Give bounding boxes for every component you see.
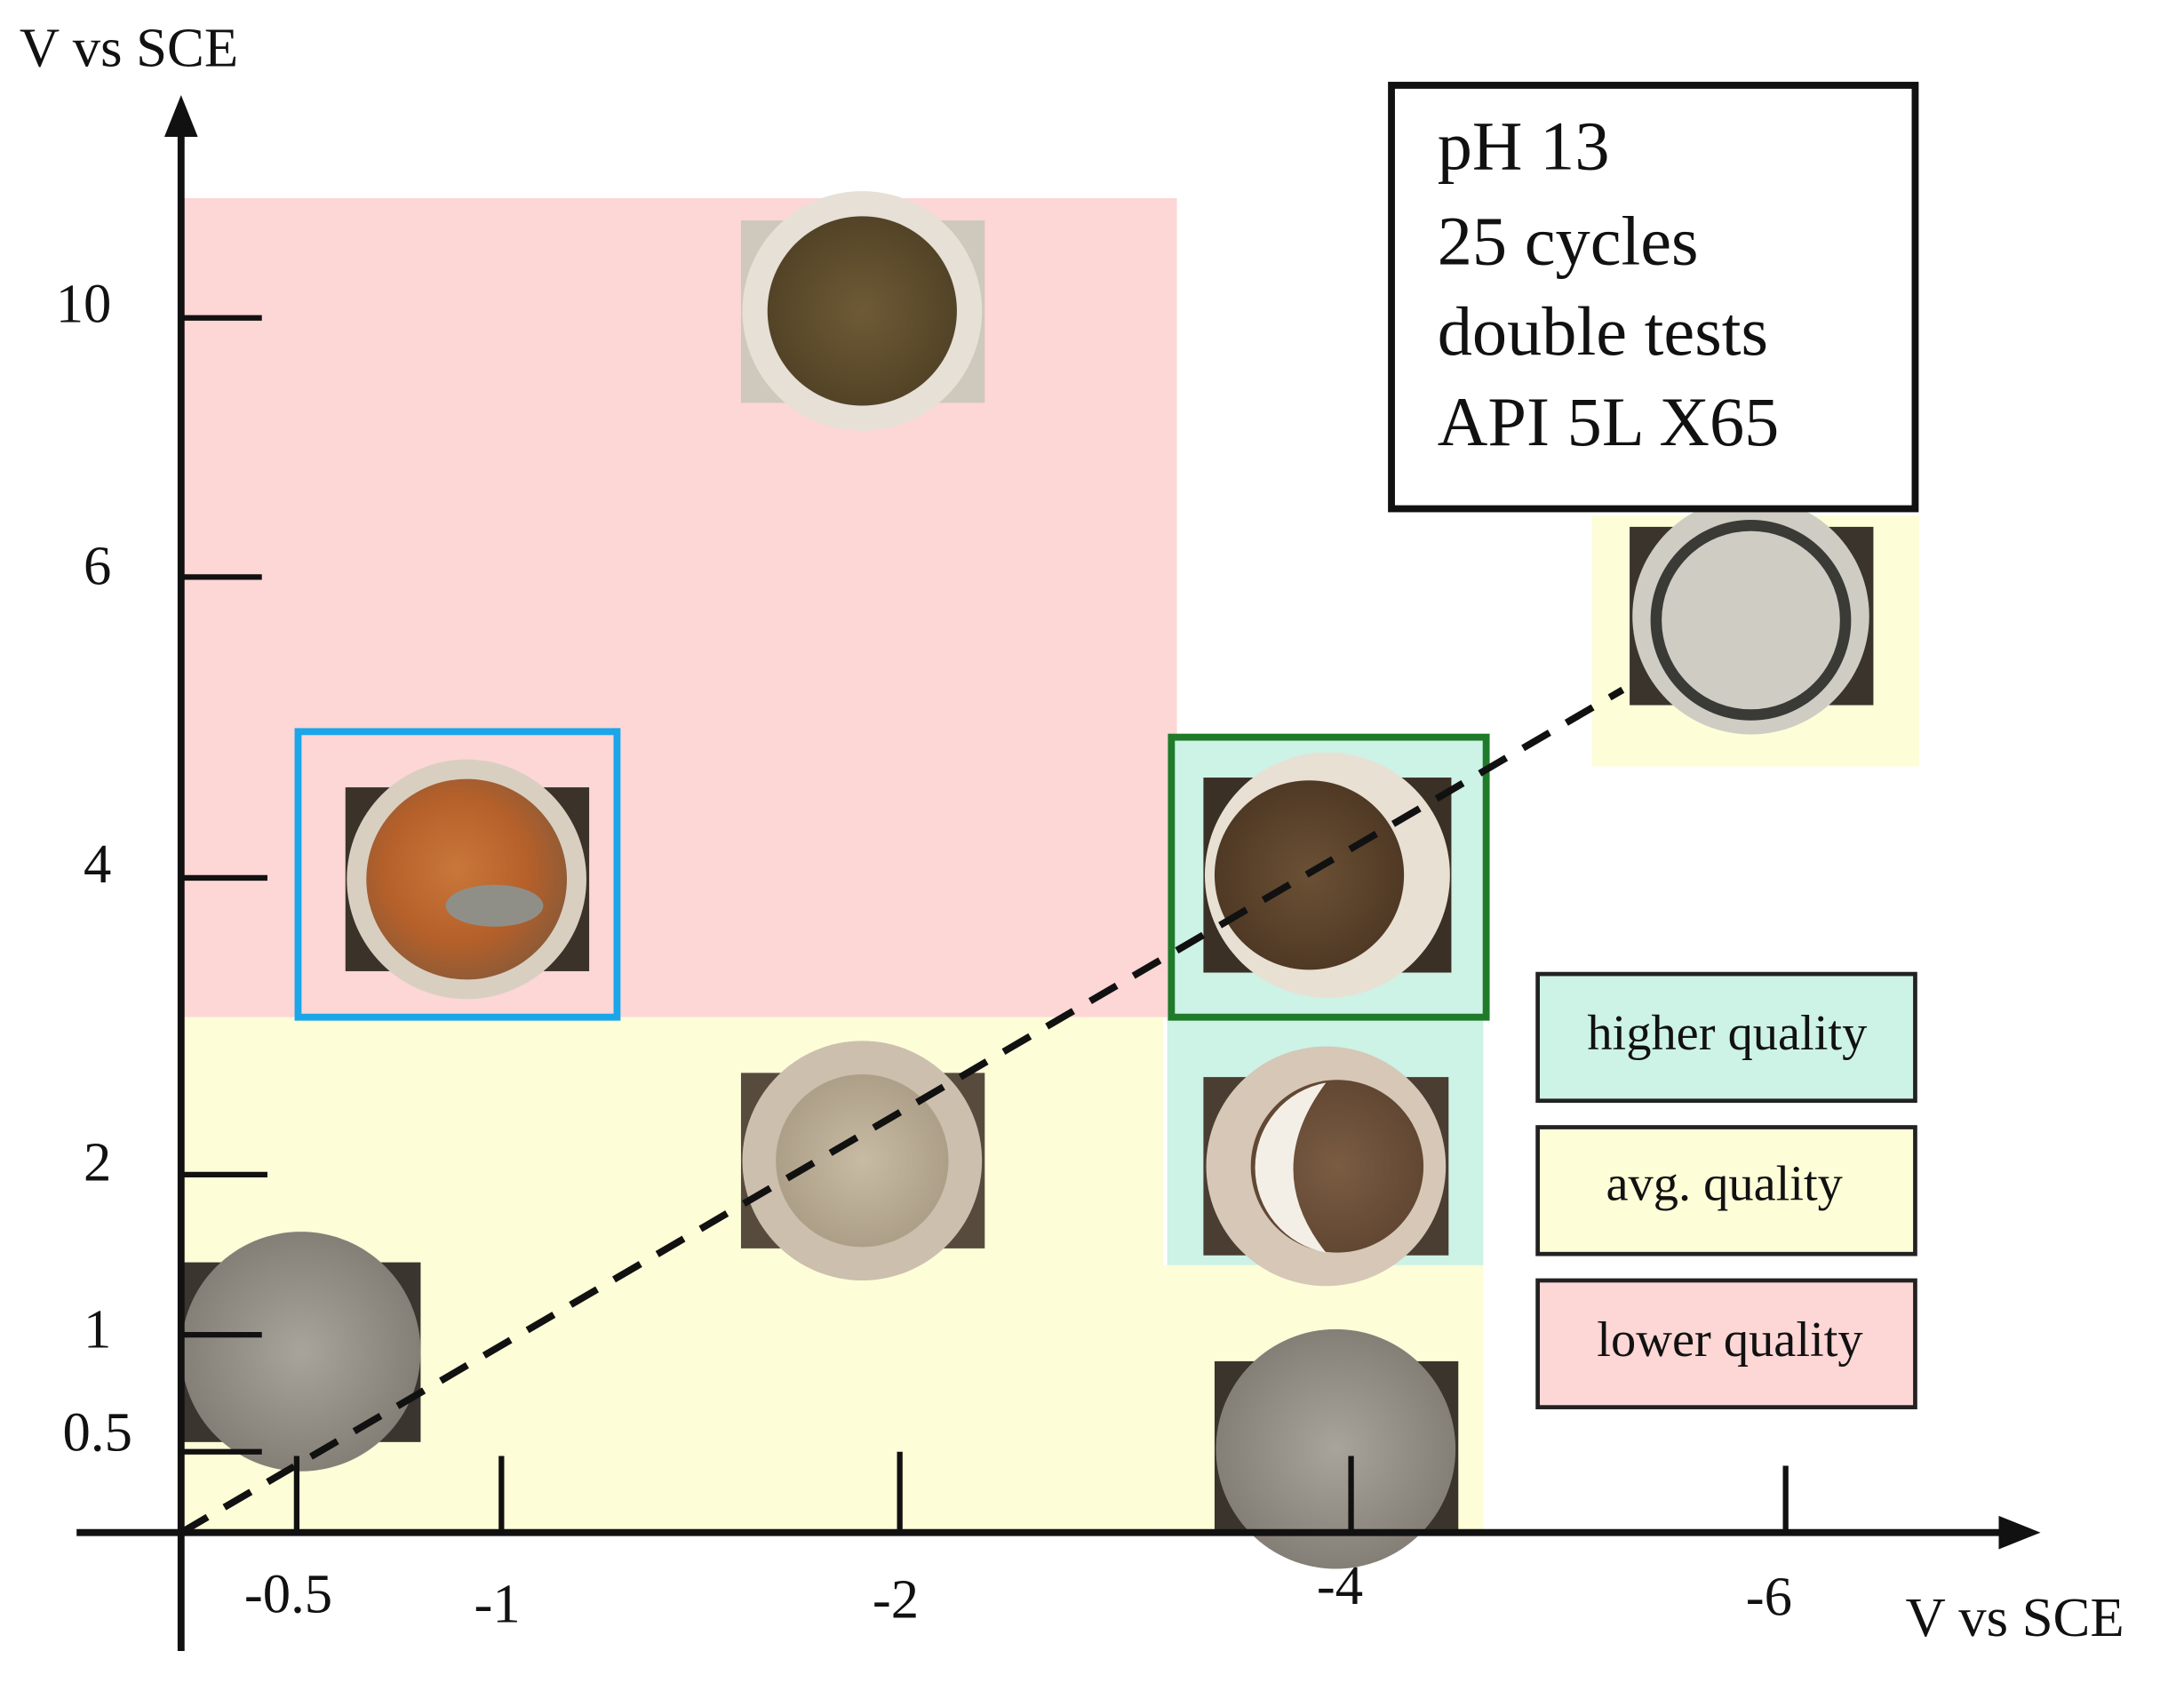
info-line: double tests (1438, 292, 1768, 370)
info-box (1388, 82, 1919, 513)
y-tick-label: 1 (84, 1297, 111, 1360)
specimen-photo (345, 759, 590, 1000)
highlight-box (294, 728, 621, 1021)
info-line: pH 13 (1438, 108, 1610, 185)
x-tick-label: -1 (474, 1572, 521, 1634)
x-tick-label: -6 (1746, 1565, 1792, 1627)
specimen-photo (740, 191, 985, 431)
specimen-photo (1214, 1328, 1459, 1569)
region-lower (180, 197, 1177, 1017)
x-tick-label: -2 (873, 1568, 919, 1631)
specimen-photo (1203, 752, 1452, 998)
legend-swatch (1535, 971, 1917, 1104)
y-tick-label: 4 (84, 833, 111, 895)
x-axis-title: V vs SCE (1905, 1586, 2124, 1648)
legend-label: higher quality (1587, 1006, 1867, 1061)
info-line: API 5L X65 (1438, 383, 1780, 460)
legend-label: avg. quality (1606, 1156, 1842, 1211)
specimen-photo (740, 1041, 985, 1280)
specimen-photo (180, 1232, 421, 1472)
legend-label: lower quality (1597, 1312, 1862, 1368)
trend-line (179, 686, 1625, 1536)
info-line: 25 cycles (1438, 202, 1699, 279)
y-tick-label: 6 (84, 534, 111, 596)
specimen-photo (1203, 1046, 1449, 1287)
y-tick-label: 2 (84, 1130, 111, 1193)
y-tick-label: 0.5 (63, 1400, 132, 1463)
y-axis-title: V vs SCE (20, 16, 238, 78)
specimen-photo (1630, 497, 1874, 735)
x-axis-arrow (1998, 1515, 2041, 1550)
legend-swatch (1535, 1125, 1917, 1256)
x-tick-label: -4 (1317, 1554, 1363, 1616)
legend-swatch (1535, 1278, 1917, 1409)
x-tick-label: -0.5 (244, 1562, 332, 1624)
y-tick-label: 10 (56, 273, 112, 335)
y-axis-arrow (163, 94, 198, 137)
